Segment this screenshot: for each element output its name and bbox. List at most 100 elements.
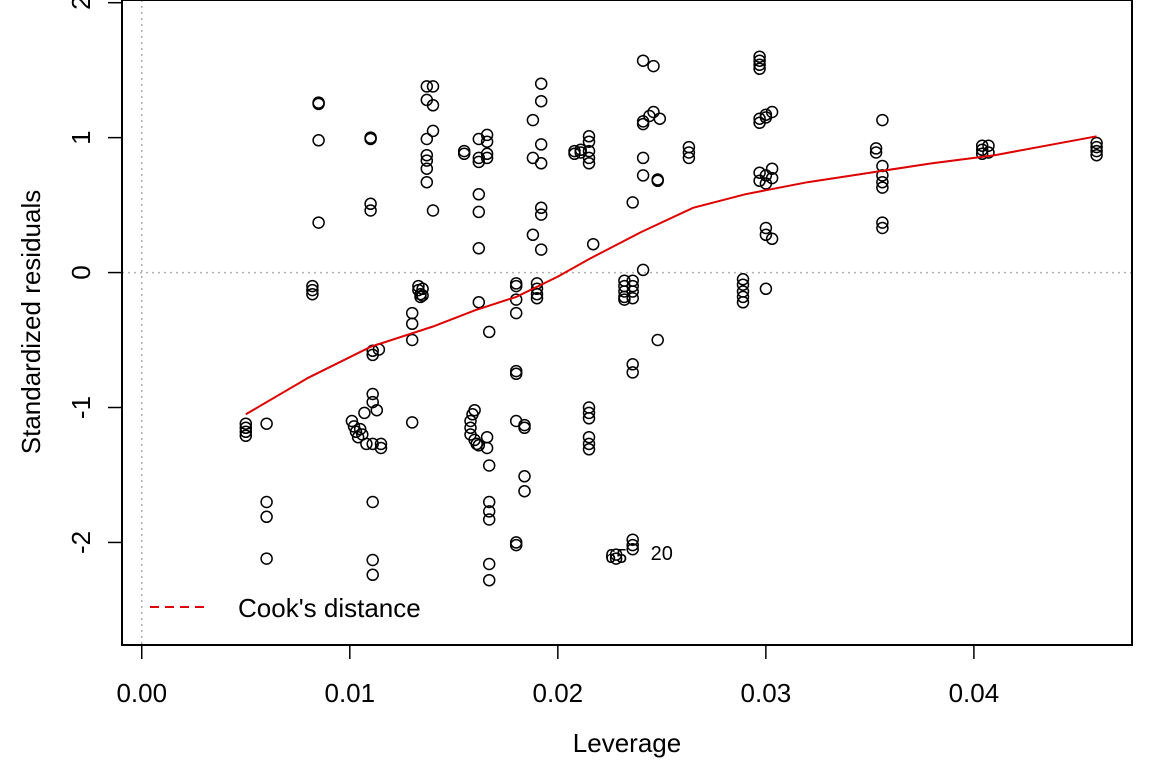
data-point [682,146,696,159]
data-point [347,420,361,433]
data-point [582,437,596,451]
data-point [526,113,540,127]
data-point [534,94,548,108]
data-point [534,77,548,90]
data-point [636,151,650,165]
data-point [626,366,639,379]
data-point [482,325,496,339]
data-point [975,139,989,152]
y-tick-label: 1 [66,130,96,144]
data-point [765,162,779,175]
data-point [869,142,883,155]
data-point [636,169,650,182]
x-tick-label: 0.02 [533,678,584,708]
x-tick-label: 0.03 [741,678,792,708]
data-point [759,221,773,235]
data-point [582,144,596,158]
scatter-points [239,50,1103,587]
data-point [876,221,889,235]
data-point [1090,136,1103,150]
data-point [765,232,779,246]
data-point [239,429,253,443]
data-point [753,112,766,125]
data-point [364,132,377,146]
data-point [582,157,596,170]
point-label: 65 [605,546,627,568]
data-point [509,279,523,293]
data-point [364,197,377,211]
data-point [358,406,371,420]
data-point [530,291,544,305]
data-point [647,59,660,73]
data-point [366,553,379,567]
data-point [759,169,773,182]
data-point [260,510,273,524]
data-point [736,278,750,291]
data-point [312,134,325,147]
data-point [736,296,750,309]
data-point [366,387,379,401]
data-point [982,139,995,152]
data-point [586,237,600,251]
data-point [582,130,596,143]
data-point [306,279,319,293]
data-point [534,208,548,221]
data-point [759,282,773,296]
data-point [306,287,319,301]
data-point [312,216,325,229]
cooks-distance-line [245,135,1097,416]
data-point [366,495,379,509]
y-tick-label: -2 [66,531,96,554]
data-point [472,242,486,255]
data-point [526,228,540,242]
data-point [509,306,523,320]
data-point [405,333,419,347]
data-point [534,138,548,151]
x-tick-label: 0.00 [116,678,167,708]
data-point [618,293,631,306]
y-axis-title: Standardized residuals [16,190,46,455]
data-point [626,279,639,293]
data-point [582,135,596,148]
data-point [364,204,377,217]
data-point [509,538,523,552]
data-point [534,243,548,256]
data-point [480,135,494,148]
data-point [1090,148,1103,162]
data-point [626,538,639,552]
data-point [753,58,766,72]
data-point [360,437,373,451]
data-point [653,112,667,125]
data-point [759,228,773,242]
data-point [239,417,253,430]
data-point [651,333,664,347]
legend: Cook's distance [150,593,421,623]
data-point [405,416,419,429]
x-axis-title: Leverage [573,728,681,758]
data-point [306,283,319,297]
data-point [568,147,581,161]
data-point [682,151,696,165]
data-point [374,437,388,451]
data-point [260,417,273,430]
legend-label-cooks-distance: Cook's distance [238,593,421,623]
data-point [509,367,523,381]
data-point [753,62,766,76]
data-point [260,495,273,509]
data-point [876,113,889,127]
data-point [753,50,766,63]
data-point [464,421,477,435]
x-tick-label: 0.01 [324,678,375,708]
data-point [426,124,440,138]
data-point [582,430,596,444]
data-point [1090,140,1103,154]
data-point [876,175,889,189]
data-point [482,513,496,526]
x-axis: 0.00 0.01 0.02 0.03 0.04 [116,644,999,708]
data-point [534,157,548,170]
data-point [457,147,471,161]
data-point [239,421,253,435]
y-tick-label: 0 [66,265,96,279]
data-point [626,358,639,371]
